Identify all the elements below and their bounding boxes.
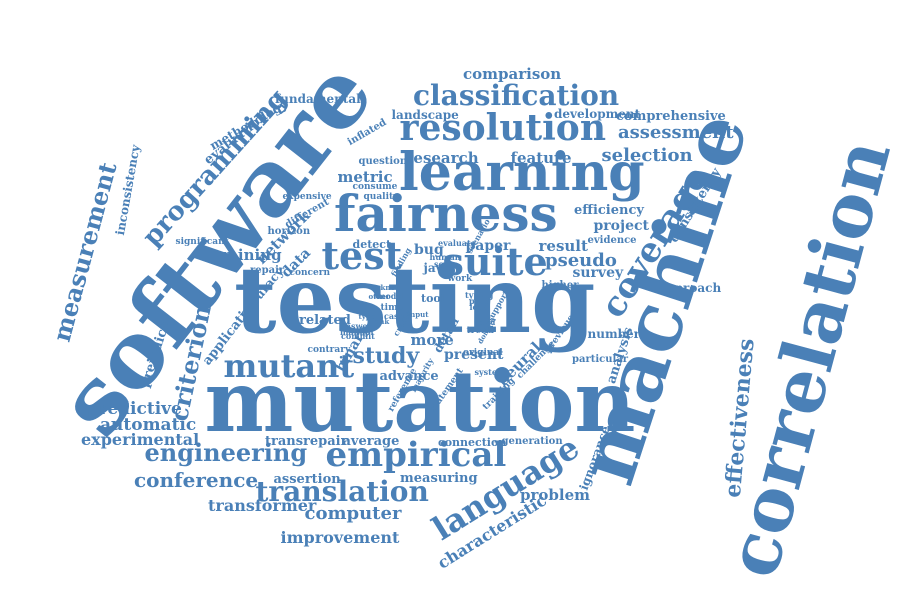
- word-research: research: [405, 148, 479, 167]
- word-test: test: [321, 233, 403, 278]
- word-mutant: mutant: [223, 347, 355, 385]
- word-pseudo: pseudo: [545, 250, 617, 271]
- word-suite: suite: [442, 239, 548, 284]
- word-landscape: landscape: [391, 108, 459, 122]
- word-manual: manual: [340, 327, 374, 337]
- word-measuring: measuring: [400, 470, 478, 486]
- word-expensive: expensive: [282, 191, 332, 202]
- word-horizon: horizon: [267, 226, 311, 237]
- word-experimental: experimental: [81, 430, 200, 449]
- word-generation: generation: [501, 436, 563, 447]
- word-related: related: [299, 312, 351, 328]
- word-concern: concern: [289, 267, 331, 278]
- word-detect: detect: [352, 237, 392, 251]
- word-learning: learning: [399, 142, 645, 203]
- word-know: know: [380, 282, 402, 292]
- word-other: other: [368, 291, 390, 301]
- word-evaluate: evaluate: [438, 238, 476, 248]
- word-paper: paper: [465, 238, 511, 254]
- word-more: more: [410, 330, 454, 349]
- word-system: system: [474, 367, 506, 377]
- word-present: present: [444, 347, 504, 363]
- word-predictive: predictive: [86, 398, 182, 419]
- word-lead: lead: [469, 302, 489, 312]
- word-particular: particular: [572, 354, 629, 365]
- word-testing: testing: [234, 246, 596, 354]
- word-answer: answer: [340, 321, 372, 331]
- word-question: question: [358, 156, 408, 167]
- word-significant: significant: [175, 236, 229, 247]
- word-proc: proc: [469, 296, 490, 306]
- word-assertion: assertion: [273, 471, 341, 487]
- word-evidence: evidence: [587, 235, 637, 246]
- word-average: average: [342, 433, 400, 449]
- word-number: number: [587, 327, 641, 341]
- word-time: time: [380, 302, 404, 313]
- word-transrepair: transrepair: [265, 433, 348, 449]
- word-survey: survey: [572, 265, 624, 281]
- word-contrary: contrary: [307, 344, 351, 355]
- word-classification: classification: [413, 79, 620, 112]
- word-comparison: comparison: [463, 64, 562, 83]
- word-approach: approach: [658, 281, 722, 295]
- word-score: score: [434, 259, 459, 269]
- word-feature: feature: [510, 148, 572, 167]
- word-level: level: [477, 317, 496, 327]
- word-original: original: [463, 347, 503, 358]
- word-fundamental: fundamental: [275, 92, 361, 106]
- word-automatic: automatic: [100, 414, 197, 435]
- word-assessment: assessment: [618, 122, 734, 143]
- word-typing: typing: [465, 290, 494, 300]
- word-mutation: mutation: [204, 352, 636, 451]
- word-computer: computer: [304, 503, 402, 524]
- word-work: work: [447, 273, 473, 284]
- word-problem: problem: [520, 485, 590, 504]
- word-engineering: engineering: [144, 438, 308, 467]
- word-case: case: [384, 311, 404, 321]
- word-selection: selection: [601, 145, 693, 166]
- word-inconsistency: inconsistency: [112, 143, 143, 237]
- word-quality: quality: [363, 191, 399, 202]
- word-repair: repair: [250, 265, 285, 276]
- word-consume: consume: [352, 181, 398, 192]
- word-trend: trend: [466, 325, 494, 336]
- word-transformer: transformer: [208, 496, 317, 515]
- word-project: project: [593, 218, 649, 234]
- word-improvement: improvement: [280, 528, 400, 547]
- word-type: type: [358, 311, 376, 321]
- word-conference: conference: [134, 468, 259, 492]
- word-advance: advance: [379, 368, 439, 384]
- word-study: study: [352, 343, 420, 369]
- word-input: input: [407, 309, 429, 319]
- word-bug: bug: [414, 242, 444, 258]
- word-result: result: [538, 236, 588, 255]
- word-comprehensive: comprehensive: [616, 108, 726, 124]
- word-empirical: empirical: [325, 435, 507, 475]
- word-connection: connection: [438, 435, 507, 449]
- word-tool: tool: [421, 291, 445, 305]
- word-resolution: resolution: [399, 107, 607, 149]
- word-rank: rank: [371, 316, 390, 326]
- word-translation: translation: [255, 475, 429, 508]
- word-model: model: [377, 291, 405, 301]
- word-fairness: fairness: [334, 184, 558, 243]
- word-efficiency: efficiency: [574, 202, 644, 218]
- word-metric: metric: [337, 167, 393, 186]
- word-higher: higher: [541, 280, 579, 291]
- word-commit: commit: [341, 331, 375, 341]
- word-human: human: [429, 252, 461, 262]
- word-mining: mining: [222, 245, 282, 264]
- word-development: development: [554, 107, 641, 121]
- word-java: java: [423, 261, 451, 275]
